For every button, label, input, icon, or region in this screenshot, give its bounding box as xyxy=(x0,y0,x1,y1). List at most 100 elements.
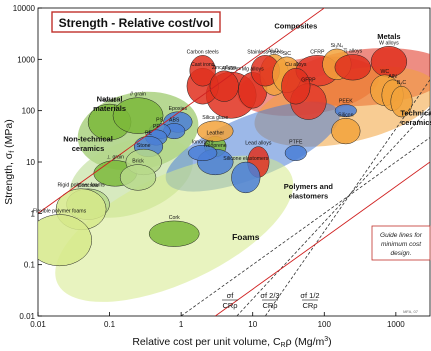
family-label-composites: Composites xyxy=(274,21,317,30)
material-cu-alloys xyxy=(281,67,311,105)
y-tick-label: 0.01 xyxy=(19,312,35,321)
material-label-lead-alloys: Lead alloys xyxy=(245,141,272,147)
x-tick-label: 10 xyxy=(248,320,257,329)
guide-note-box: Guide lines for minimum cost design. xyxy=(371,225,431,261)
material-label-epoxies: Epoxies xyxy=(169,106,188,112)
material-label-grain: // grain xyxy=(130,92,146,98)
material-label-ps: PS xyxy=(156,117,163,123)
material-label-ptfe: PTFE xyxy=(289,139,303,145)
family-label-non-technical-ceramics: Non-technical xyxy=(63,135,113,144)
guide-note-line-3: design. xyxy=(391,250,412,257)
y-tick-label: 0.1 xyxy=(24,261,36,270)
material-label-neoprene: Neoprene xyxy=(204,143,227,149)
material-label-aln: AlN xyxy=(388,74,397,80)
material-label-rigid-polymer-foams: Rigid polymer foams xyxy=(57,183,105,189)
y-tick-label: 10 xyxy=(26,158,35,167)
material-label-stone: Stone xyxy=(137,143,151,149)
y-axis-label: Strength, σf (MPa) xyxy=(3,119,16,204)
material-label-si-n: Si₃N₄ xyxy=(331,43,344,49)
material-peek xyxy=(334,104,357,118)
material-carbon-steels xyxy=(189,55,216,87)
guide-lines xyxy=(38,8,430,316)
material-label-silicon: Silicon xyxy=(338,112,353,118)
material-label-silicone-elastomers: Silicone elastomers xyxy=(223,156,268,162)
material-bubbles xyxy=(38,46,413,267)
x-tick-label: 1000 xyxy=(387,320,405,329)
family-label-technical-ceramics: ceramics xyxy=(401,118,431,127)
material-label-grain: ⊥ grain xyxy=(106,155,124,161)
guide-label-num-3: σf 1/2 xyxy=(300,291,319,300)
material-label-cu-alloys: Cu alloys xyxy=(285,62,307,68)
guide-label-den-2: CRρ xyxy=(262,301,277,310)
material-label-sic: SiC xyxy=(283,51,292,57)
material-b-c xyxy=(390,85,413,118)
material-brick xyxy=(119,164,157,191)
material-label-cork: Cork xyxy=(169,215,180,221)
material-label-concrete: Concrete xyxy=(77,183,98,189)
guide-label-den-1: CRρ xyxy=(222,301,237,310)
family-label-natural-materials: materials xyxy=(93,104,126,113)
material-flexible-polymer-foams xyxy=(38,214,92,267)
x-tick-label: 0.01 xyxy=(30,320,46,329)
material-label-wood: Wood xyxy=(103,98,117,104)
guide-label-den-3: CRρ xyxy=(302,301,317,310)
material-label-zinc-alloys: Zinc alloys xyxy=(212,65,237,71)
guide-line-1 xyxy=(180,137,430,316)
y-tick-label: 100 xyxy=(22,107,36,116)
material-label-stainless-steels: Stainless steels xyxy=(247,49,283,55)
material-label-wc: WC xyxy=(380,69,389,75)
material-label-w-alloys: W alloys xyxy=(379,40,399,46)
y-tick-label: 10000 xyxy=(13,4,36,13)
x-tick-label: 100 xyxy=(318,320,332,329)
axes: 0.01 0.1 1 10 100 1000 0.01 0.1 1 10 100 1000 10000 xyxy=(13,4,406,329)
material-ti-alloys xyxy=(334,54,371,81)
material-label-ionomers: Ionomers xyxy=(192,139,214,145)
guide-line-3 xyxy=(264,79,430,316)
material-label-carbon-steels: Carbon steels xyxy=(187,49,219,55)
material-label-mg-alloys: Mg alloys xyxy=(242,66,264,72)
family-label-natural-materials: Natural xyxy=(97,95,123,104)
family-label-metals: Metals xyxy=(377,32,400,41)
guide-note-line-2: minimum cost xyxy=(381,241,422,248)
family-label-polymers-and-elastomers: Polymers and xyxy=(284,182,334,191)
guide-label-num-1: σf xyxy=(227,291,235,300)
material-label-peek: PEEK xyxy=(339,99,353,105)
material-label-ti-alloys: Ti alloys xyxy=(343,48,362,54)
material-cork xyxy=(148,220,200,247)
material-label-flexible-polymer-foams: Flexible polymer foams xyxy=(33,209,87,215)
family-label-technical-ceramics: Technical xyxy=(400,109,431,118)
y-axis-title: Strength, σf (MPa) xyxy=(3,119,16,204)
guide-label-num-2: σf 2/3 xyxy=(260,291,279,300)
red-guide-line-1 xyxy=(38,8,326,214)
material-ionomers xyxy=(188,145,218,161)
guide-line-2 xyxy=(236,107,430,316)
x-tick-label: 1 xyxy=(179,320,184,329)
y-tick-label: 1000 xyxy=(17,55,35,64)
material-silicon xyxy=(331,118,361,145)
material-ptfe xyxy=(284,145,307,161)
material-label-al-alloys: Al alloys xyxy=(222,66,242,72)
red-guide-line-2 xyxy=(215,161,430,316)
material-label-b-c: B₄C xyxy=(397,80,407,86)
x-axis-title: Relative cost per unit volume, CRρ (Mg/m… xyxy=(132,336,331,349)
annotations: Al alloys Cast irons Carbon steels Zinc all… xyxy=(33,21,431,310)
chart-title: Strength - Relative cost/vol xyxy=(59,16,214,30)
watermark: MFA, 07 xyxy=(403,309,419,314)
chart-title-box: Strength - Relative cost/vol xyxy=(51,11,221,33)
material-label-al-o: Al₂O₃ xyxy=(268,48,281,54)
material-label-pp: PP xyxy=(153,124,160,130)
x-tick-label: 0.1 xyxy=(104,320,116,329)
material-label-silica-glass: Silica glass xyxy=(202,115,228,121)
material-silicone-elastomers xyxy=(231,161,261,194)
material-label-cast-irons: Cast irons xyxy=(191,62,215,68)
material-label-brick: Brick xyxy=(132,159,144,165)
guide-note-line-1: Guide lines for xyxy=(380,232,423,239)
x-axis-label: Relative cost per unit volume, CRρ (Mg/m… xyxy=(132,336,331,349)
family-label-foams: Foams xyxy=(232,232,260,242)
material-silica-glass xyxy=(197,120,234,142)
material-zinc-alloys xyxy=(209,70,239,102)
family-label-non-technical-ceramics: ceramics xyxy=(72,144,105,153)
family-label-polymers-and-elastomers: elastomers xyxy=(289,191,329,200)
material-label-leather: Leather xyxy=(206,130,224,136)
